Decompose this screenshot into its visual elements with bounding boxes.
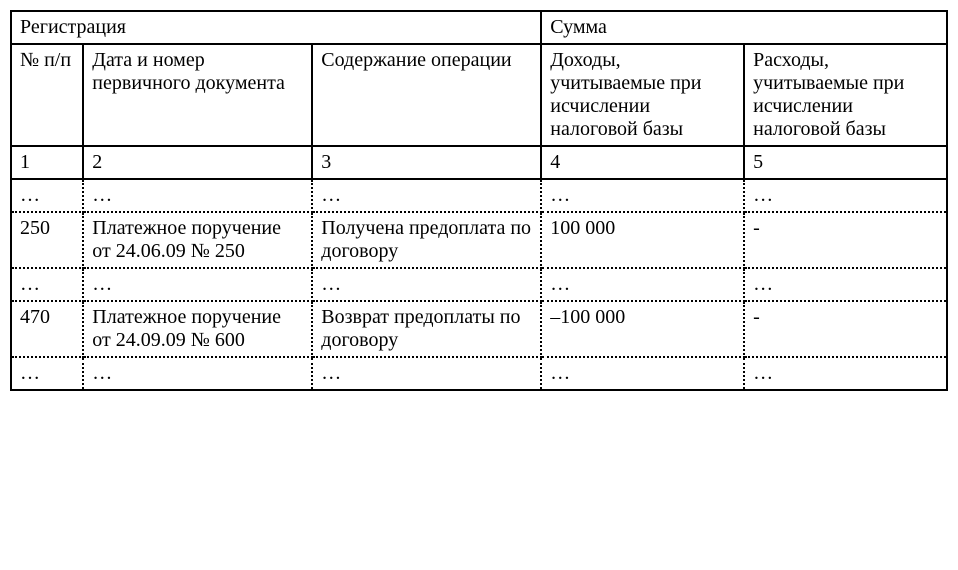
table-row: … … … … … bbox=[11, 357, 947, 390]
cell: Возврат предоплаты по договору bbox=[312, 301, 541, 357]
cell: –100 000 bbox=[541, 301, 744, 357]
header-col-2: Дата и номер первичного документа bbox=[83, 44, 312, 146]
cell: … bbox=[83, 357, 312, 390]
table-row: … … … … … bbox=[11, 179, 947, 212]
cell: … bbox=[11, 268, 83, 301]
table-row: 470 Платежное поручение от 24.09.09 № 60… bbox=[11, 301, 947, 357]
cell: - bbox=[744, 301, 947, 357]
cell: … bbox=[11, 357, 83, 390]
header-col-4: Доходы, учитываемые при исчислении налог… bbox=[541, 44, 744, 146]
header-col-3: Содержание операции bbox=[312, 44, 541, 146]
header-col-5: Расходы, учитываемые при исчислении нало… bbox=[744, 44, 947, 146]
cell: Платежное поручение от 24.06.09 № 250 bbox=[83, 212, 312, 268]
header-columns-row: № п/п Дата и номер первичного документа … bbox=[11, 44, 947, 146]
index-cell: 3 bbox=[312, 146, 541, 179]
cell: 100 000 bbox=[541, 212, 744, 268]
cell: … bbox=[541, 268, 744, 301]
cell: … bbox=[312, 179, 541, 212]
cell: … bbox=[541, 357, 744, 390]
cell: Получена предоплата по договору bbox=[312, 212, 541, 268]
cell: … bbox=[83, 268, 312, 301]
cell: … bbox=[83, 179, 312, 212]
header-group-left: Регистрация bbox=[11, 11, 541, 44]
header-group-row: Регистрация Сумма bbox=[11, 11, 947, 44]
header-group-right: Сумма bbox=[541, 11, 947, 44]
table-row: … … … … … bbox=[11, 268, 947, 301]
cell: … bbox=[312, 268, 541, 301]
cell: … bbox=[744, 179, 947, 212]
cell: … bbox=[11, 179, 83, 212]
header-col-1: № п/п bbox=[11, 44, 83, 146]
cell: … bbox=[312, 357, 541, 390]
cell: 470 bbox=[11, 301, 83, 357]
cell: … bbox=[744, 357, 947, 390]
index-cell: 2 bbox=[83, 146, 312, 179]
table-row: 250 Платежное поручение от 24.06.09 № 25… bbox=[11, 212, 947, 268]
cell: - bbox=[744, 212, 947, 268]
index-cell: 5 bbox=[744, 146, 947, 179]
cell: … bbox=[744, 268, 947, 301]
cell: … bbox=[541, 179, 744, 212]
cell: Платежное поручение от 24.09.09 № 600 bbox=[83, 301, 312, 357]
index-cell: 4 bbox=[541, 146, 744, 179]
index-cell: 1 bbox=[11, 146, 83, 179]
ledger-table: Регистрация Сумма № п/п Дата и номер пер… bbox=[10, 10, 948, 391]
column-index-row: 1 2 3 4 5 bbox=[11, 146, 947, 179]
cell: 250 bbox=[11, 212, 83, 268]
